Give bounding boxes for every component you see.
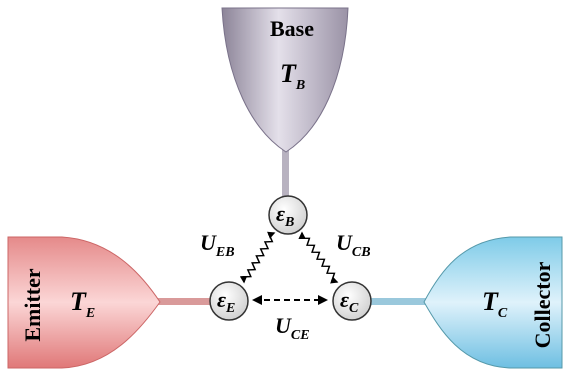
subscript: B xyxy=(284,215,294,230)
collector-label: Collector xyxy=(530,261,555,348)
subscript: EB xyxy=(215,245,235,260)
collector-stem xyxy=(368,298,432,305)
subscript: CE xyxy=(291,328,310,343)
subscript: C xyxy=(349,301,359,316)
subscript: B xyxy=(295,78,305,93)
coupling-ce-label: UCE xyxy=(275,313,310,343)
coupling-eb xyxy=(244,233,274,282)
coupling-cb xyxy=(302,233,337,282)
symbol: ε xyxy=(217,287,226,312)
symbol: T xyxy=(482,287,499,316)
base-label: Base xyxy=(270,16,314,41)
subscript: CB xyxy=(352,245,371,260)
subscript: C xyxy=(498,306,508,321)
symbol: T xyxy=(70,287,87,316)
coupling-eb-label: UEB xyxy=(200,230,235,260)
symbol: ε xyxy=(276,201,285,226)
subscript: E xyxy=(85,306,95,321)
symbol: U xyxy=(336,230,353,255)
subscript: E xyxy=(225,301,235,316)
symbol: ε xyxy=(340,287,349,312)
diagram: Base TB Emitter TE Collector TC εB εE εC… xyxy=(0,0,565,377)
coupling-cb-label: UCB xyxy=(336,230,371,260)
emitter-label: Emitter xyxy=(20,268,45,342)
symbol: T xyxy=(280,59,297,88)
symbol: U xyxy=(275,313,292,338)
symbol: U xyxy=(200,230,217,255)
